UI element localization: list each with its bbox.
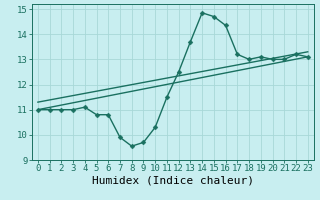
X-axis label: Humidex (Indice chaleur): Humidex (Indice chaleur) <box>92 176 254 186</box>
